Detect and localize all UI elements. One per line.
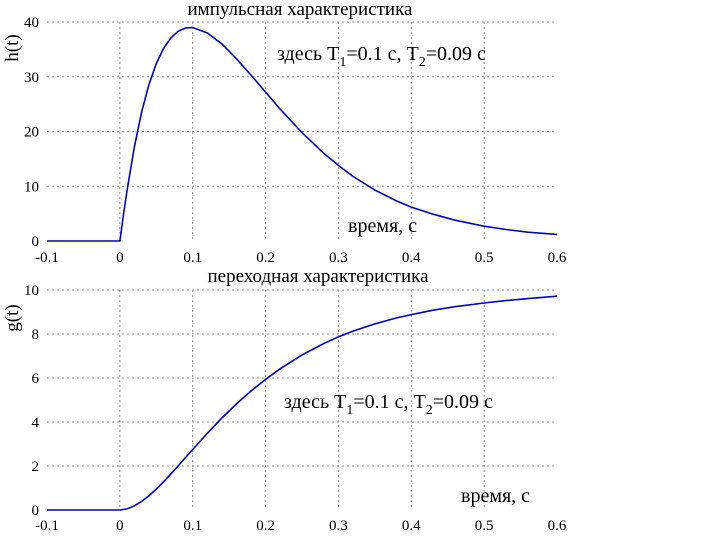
y-tick-label: 0 — [32, 234, 40, 250]
x-tick-label: 0.3 — [329, 250, 348, 266]
x-tick-label: 0.6 — [548, 518, 567, 534]
series-line — [47, 26, 558, 242]
y-tick-label: 6 — [32, 371, 40, 387]
x-axis-label: время, с — [461, 485, 530, 507]
y-tick-label: 20 — [24, 125, 39, 141]
chart-2: -0.1 0 0.1 0.2 0.3 0.4 0.5 0.60246810переходная… — [2, 266, 567, 534]
x-tick-label: 0.2 — [256, 250, 275, 266]
x-tick-label: 0.4 — [402, 250, 421, 266]
y-tick-label: 40 — [24, 15, 39, 31]
x-tick-label: 0 — [116, 250, 124, 266]
y-axis-label: g(t) — [2, 304, 23, 331]
x-tick-label: -0.1 — [35, 250, 59, 266]
y-tick-label: 4 — [32, 415, 40, 431]
y-tick-label: 2 — [32, 459, 40, 475]
parameter-annotation: здесь T1=0.1 с, T2=0.09 с — [284, 391, 493, 418]
y-tick-label: 10 — [24, 179, 39, 195]
y-tick-label: 8 — [32, 327, 40, 343]
y-tick-label: 10 — [24, 283, 39, 299]
x-tick-label: 0.1 — [183, 250, 202, 266]
x-tick-label: 0.6 — [548, 250, 567, 266]
chart-title: переходная характеристика — [207, 266, 429, 287]
parameter-annotation: здесь T1=0.1 с, T2=0.09 с — [277, 43, 486, 70]
chart-1: -0.1 0 0.1 0.2 0.3 0.4 0.5 0.6010203040импульсн… — [2, 0, 567, 266]
y-axis-label: h(t) — [2, 34, 23, 61]
x-tick-label: 0 — [116, 518, 124, 534]
x-tick-label: 0.5 — [475, 250, 494, 266]
y-tick-label: 30 — [24, 70, 39, 86]
y-tick-label: 0 — [32, 503, 40, 519]
x-tick-label: 0.5 — [475, 518, 494, 534]
series-line — [47, 295, 558, 511]
chart-title: импульсная характеристика — [188, 0, 414, 20]
x-tick-label: 0.3 — [329, 518, 348, 534]
x-tick-label: 0.1 — [183, 518, 202, 534]
x-axis-label: время, с — [348, 215, 417, 237]
x-tick-label: 0.2 — [256, 518, 275, 534]
x-tick-label: -0.1 — [35, 518, 59, 534]
x-tick-label: 0.4 — [402, 518, 421, 534]
